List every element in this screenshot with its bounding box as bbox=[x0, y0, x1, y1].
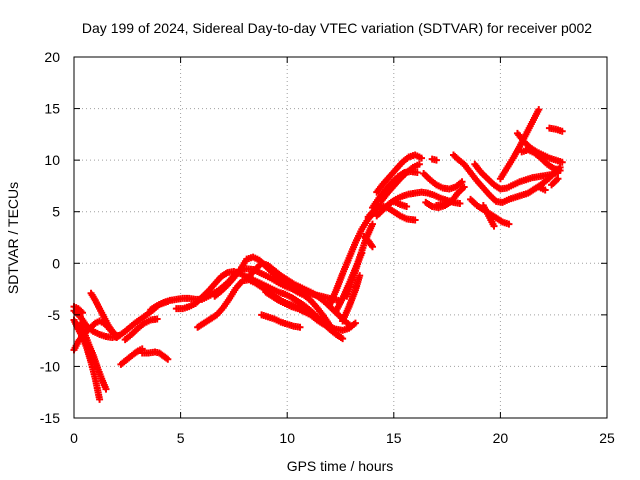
data-point bbox=[339, 335, 347, 343]
data-point bbox=[490, 222, 498, 230]
data-point bbox=[368, 243, 376, 251]
data-point bbox=[403, 203, 411, 211]
data-points bbox=[70, 106, 566, 403]
data-point bbox=[458, 178, 466, 186]
x-tick-label: 0 bbox=[70, 430, 78, 446]
data-point bbox=[418, 154, 426, 162]
x-tick-label: 5 bbox=[177, 430, 185, 446]
data-point bbox=[558, 158, 566, 166]
x-tick-label: 15 bbox=[386, 430, 402, 446]
y-tick-label: -5 bbox=[48, 307, 61, 323]
data-point bbox=[558, 127, 566, 135]
x-tick-label: 25 bbox=[599, 430, 615, 446]
y-tick-label: 15 bbox=[44, 101, 60, 117]
data-point bbox=[556, 166, 564, 174]
y-tick-label: 20 bbox=[44, 49, 60, 65]
x-tick-label: 10 bbox=[279, 430, 295, 446]
data-point bbox=[415, 160, 423, 168]
data-point bbox=[541, 186, 549, 194]
y-tick-label: -10 bbox=[40, 358, 60, 374]
data-point bbox=[554, 175, 562, 183]
y-tick-label: 0 bbox=[52, 255, 60, 271]
y-tick-label: 5 bbox=[52, 204, 60, 220]
data-point bbox=[164, 355, 172, 363]
x-axis-label: GPS time / hours bbox=[287, 458, 394, 474]
data-point bbox=[368, 220, 376, 228]
data-point bbox=[296, 323, 304, 331]
grid-lines bbox=[74, 57, 607, 418]
axis-ticks bbox=[73, 56, 608, 419]
data-point bbox=[445, 198, 453, 206]
y-tick-label: -15 bbox=[40, 410, 60, 426]
data-point bbox=[432, 156, 440, 164]
y-axis-label: SDTVAR / TECUs bbox=[5, 182, 21, 294]
data-point bbox=[79, 309, 87, 317]
data-point bbox=[535, 106, 543, 114]
data-point bbox=[505, 220, 513, 228]
plot-frame bbox=[73, 56, 608, 419]
x-tick-label: 20 bbox=[493, 430, 509, 446]
y-tick-label: 10 bbox=[44, 152, 60, 168]
data-point bbox=[456, 199, 464, 207]
data-point bbox=[351, 319, 359, 327]
data-point bbox=[413, 169, 421, 177]
chart-title: Day 199 of 2024, Sidereal Day-to-day VTE… bbox=[82, 20, 592, 36]
data-point bbox=[153, 315, 161, 323]
data-point bbox=[96, 395, 104, 403]
data-point bbox=[102, 385, 110, 393]
tick-labels: 0 5 10 15 20 25 -15 -10 -5 0 5 10 15 20 bbox=[40, 49, 615, 446]
data-point bbox=[460, 183, 468, 191]
data-point bbox=[411, 216, 419, 224]
